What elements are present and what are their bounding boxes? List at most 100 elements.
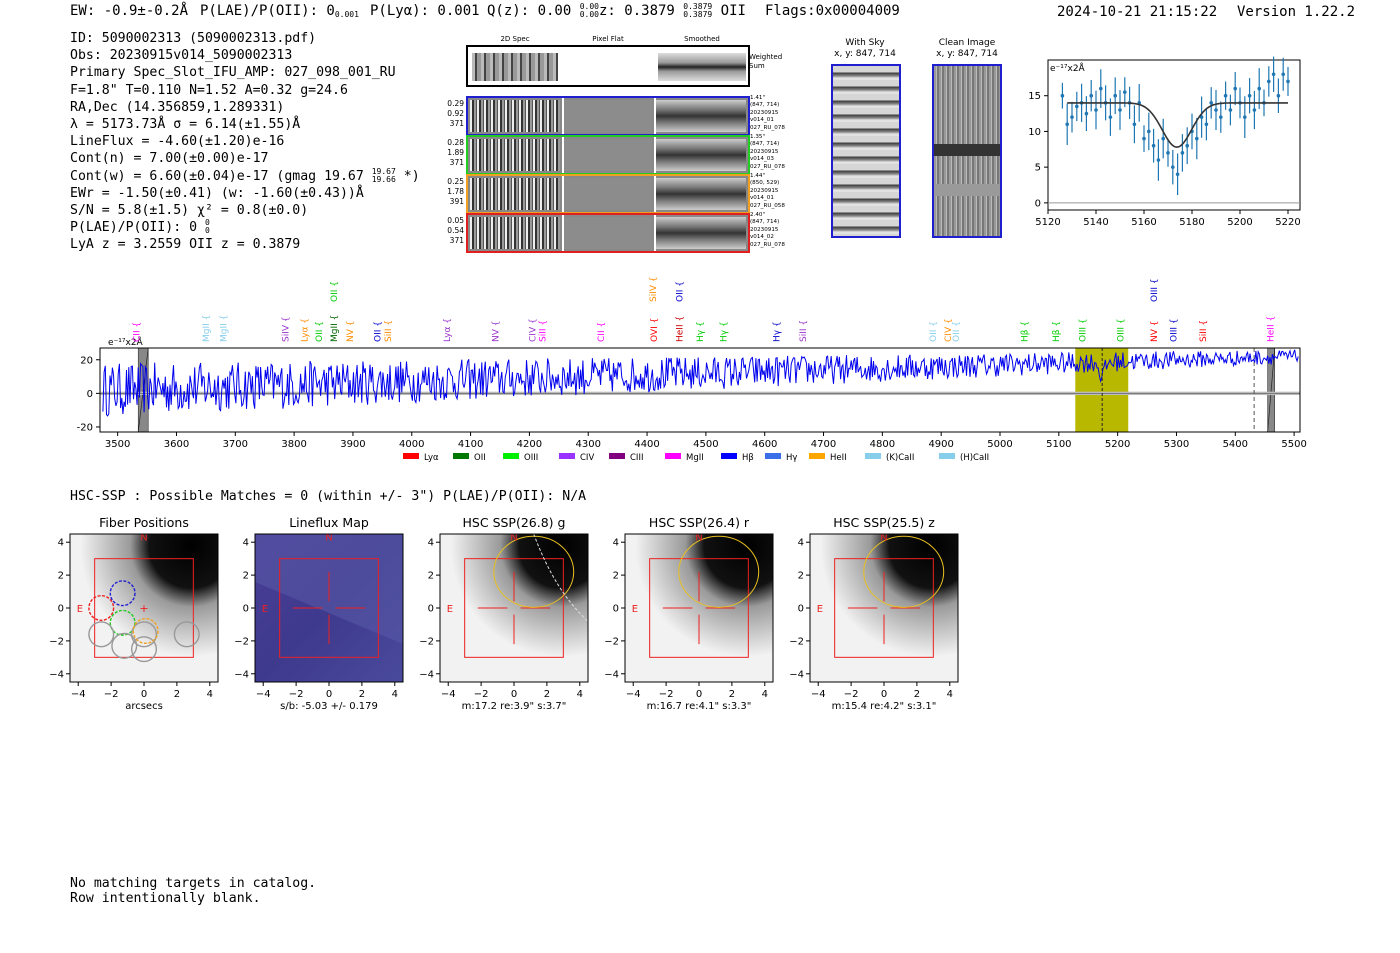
emission-line-label: Lyα { [443, 318, 453, 342]
panel-xtick-label: −2 [474, 689, 489, 700]
emission-line-label: SiIV { [649, 276, 659, 302]
galaxy-ellipse [493, 535, 575, 608]
header-qz: Q(z): 0.00 0.00 0.00 [487, 3, 599, 20]
legend-label: Lyα [424, 453, 439, 463]
info-lyaz: LyA z = 3.2559 OII z = 0.3879 [70, 237, 301, 253]
cutout-meta-line: 20230915 [750, 148, 779, 155]
zoom-data-point [1156, 158, 1161, 162]
panel-ytick-label: 0 [428, 604, 434, 615]
panel-ytick-label: 2 [58, 571, 64, 582]
legend-label: OIII [524, 453, 538, 463]
panel-xtick-label: 2 [914, 689, 920, 700]
emission-line-marker: Hγ { [696, 321, 706, 342]
clean-xy: x, y: 847, 714 [936, 49, 998, 59]
fiber-center-mark: + [139, 602, 148, 615]
emission-line-label: OIII { [1170, 318, 1180, 342]
panel-ytick-label: −4 [49, 669, 64, 680]
panel-ytick-label: −2 [789, 636, 804, 647]
cutout-smoothed [656, 139, 746, 171]
spectrum-xtick-label: 4800 [870, 439, 895, 450]
emission-line-label: CIV { [528, 318, 538, 342]
galaxy-ellipse [678, 535, 760, 608]
zoom-data-point [1276, 93, 1281, 98]
cutout-pixelflat [564, 139, 652, 171]
zoom-data-point [1089, 93, 1093, 98]
zoom-data-point [1147, 129, 1151, 134]
emission-line-marker: SiIV { [281, 316, 291, 342]
header-ew: EW: -0.9±-0.2Å [70, 3, 189, 19]
emission-line-marker: Lyα { [301, 318, 311, 342]
cutout-stat: 1.78 [447, 187, 464, 196]
emission-line-marker: SiII { [538, 320, 548, 342]
panel-ytick-label: 0 [613, 604, 619, 615]
spectrum-xtick-label: 4700 [811, 439, 836, 450]
spectrum-xtick-label: 5000 [987, 439, 1012, 450]
note-row-blank: Row intentionally blank. [70, 891, 261, 906]
zoom-data-point [1185, 143, 1189, 148]
zoom-data-point [1233, 86, 1237, 91]
zoom-data-point [1094, 108, 1098, 112]
panel-xtick-label: −2 [659, 689, 674, 700]
zoom-data-point [1118, 108, 1122, 112]
legend-label: Hγ [786, 453, 797, 463]
cutout-stat: 371 [449, 119, 464, 128]
info-contw: Cont(w) = 6.60(±0.04)e-17 (gmag 19.67 19… [70, 167, 420, 185]
cutout-meta-line: 20230915 [750, 226, 779, 233]
zoom-data-point [1108, 115, 1113, 119]
emission-line-marker: OIII { [1117, 318, 1127, 342]
fiber-circle [130, 636, 158, 663]
fiber-circle [88, 621, 115, 648]
clean-gap [934, 184, 1000, 196]
spectrum-xtick-label: 5400 [1223, 439, 1248, 450]
spectrum-xtick-label: 4100 [458, 439, 483, 450]
emission-line-marker: Hβ { [1021, 321, 1031, 342]
emission-line-label: NV { [491, 321, 501, 342]
emission-line-label: NV { [346, 321, 356, 342]
with-sky-stamp [831, 64, 901, 238]
cutout-meta-line: v014_01 [750, 195, 774, 202]
cutout-meta-line: (847, 714) [750, 219, 780, 226]
col-title-smoothed: Smoothed [684, 35, 720, 43]
header-qz-value: Q(z): 0.00 [487, 3, 572, 19]
header-plae-sub: 0.001 [334, 10, 359, 19]
panel-xlabel: arcsecs [125, 701, 163, 712]
fiber-circle [109, 580, 136, 607]
spectrum-xtick-label: 4600 [752, 439, 777, 450]
emission-line-label: OII { [315, 321, 325, 342]
emission-line-label: SiIV { [281, 316, 291, 342]
panel-xtick-label: 0 [696, 689, 702, 700]
zoom-data-point [1065, 122, 1069, 127]
header-qz-sub: 0.00 [579, 10, 599, 19]
zoom-data-point [1151, 143, 1156, 148]
emission-line-label: HeII { [675, 316, 685, 342]
emission-line-marker: CII { [597, 322, 607, 342]
spectrum-ytick-label: 0 [87, 389, 93, 400]
emission-line-label: OII { [374, 321, 384, 342]
emission-line-label: Hγ { [772, 321, 782, 342]
emission-line-label: MgII { [202, 315, 212, 342]
zoom-ytick-label: 0 [1035, 198, 1041, 209]
zoom-xtick-label: 5220 [1275, 217, 1300, 228]
cutout-meta-line: v014_02 [750, 234, 774, 241]
header-z-value: z: 0.3879 [599, 3, 675, 19]
cutout-stat: 0.54 [447, 226, 464, 235]
spectrum-xtick-label: 3800 [281, 439, 306, 450]
panel-ytick-label: −2 [604, 636, 619, 647]
zoom-fit-chart: 5120 5140 5160 5180 5200 5220 0 5 10 15 e⁻¹⁷x2Å [1028, 56, 1301, 228]
legend-label: (K)CaII [886, 453, 914, 463]
zoom-ytick-label: 5 [1035, 163, 1041, 174]
emission-line-marker: Hβ { [1052, 321, 1062, 342]
info-contn: Cont(n) = 7.00(±0.00)e-17 [70, 151, 269, 167]
cutout-row-stats: 0.25 1.78 391 [440, 177, 464, 207]
cutout-meta-line: 027_RU_078 [750, 241, 785, 248]
emission-line-label: CII { [597, 322, 607, 342]
header-version: Version 1.22.2 [1237, 4, 1356, 20]
panel-ytick-label: −2 [234, 636, 249, 647]
panel-xtick-label: 0 [141, 689, 147, 700]
panel-ytick-label: 4 [428, 538, 434, 549]
compass-east: E [447, 604, 453, 615]
zoom-data-point [1267, 79, 1271, 84]
panel-ytick-label: 2 [428, 571, 434, 582]
zoom-xtick-label: 5180 [1179, 217, 1204, 228]
header-plae-value: P(LAE)/P(OII): 0 [200, 3, 335, 19]
